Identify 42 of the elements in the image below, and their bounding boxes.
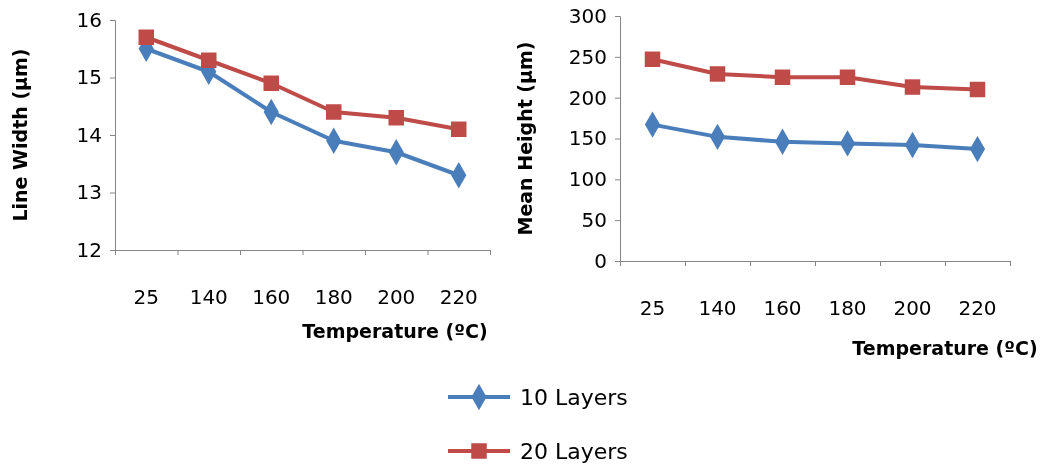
x-tick-label: 200 <box>893 296 932 320</box>
y-tick-label: 16 <box>76 7 102 32</box>
y-tick-label: 250 <box>568 44 607 69</box>
x-tick-label: 180 <box>828 296 867 320</box>
point <box>388 110 404 126</box>
point <box>709 66 726 82</box>
legend-label: 20 Layers <box>520 439 628 464</box>
x-tick-label: 200 <box>377 285 416 309</box>
y-tick-label: 200 <box>568 85 607 110</box>
x-tick-label: 160 <box>252 285 291 309</box>
point <box>451 121 467 137</box>
point <box>969 81 986 98</box>
y-tick-label: 12 <box>76 237 102 262</box>
legend-label: 10 Layers <box>520 385 628 410</box>
y-tick-label: 150 <box>568 126 607 151</box>
y-tick-label: 13 <box>76 180 102 205</box>
y-tick-label: 100 <box>568 167 607 192</box>
x-tick-label: 220 <box>958 296 997 320</box>
y-tick-label: 50 <box>581 208 607 233</box>
point <box>839 69 856 85</box>
y-tick-label: 14 <box>76 122 102 147</box>
x-tick-label: 180 <box>314 285 353 309</box>
point <box>644 51 661 68</box>
x-tick-label: 25 <box>133 285 159 309</box>
point <box>138 29 154 45</box>
x-tick-label: 140 <box>698 296 737 320</box>
x-tick-label: 140 <box>189 285 228 309</box>
y-tick-label: 0 <box>594 248 607 273</box>
point <box>904 79 921 95</box>
x-axis-title: Temperature (ºC) <box>852 337 1038 359</box>
y-axis-title: Mean Height (µm) <box>514 41 536 236</box>
y-tick-label: 300 <box>568 3 607 28</box>
x-axis-title: Temperature (ºC) <box>302 320 488 342</box>
x-tick-label: 25 <box>639 296 666 320</box>
y-tick-label: 15 <box>76 65 102 90</box>
point <box>201 52 217 68</box>
x-tick-label: 220 <box>439 285 478 309</box>
point <box>263 75 279 91</box>
point <box>774 69 791 85</box>
y-axis-title: Line Width (µm) <box>9 48 31 222</box>
point <box>326 104 342 120</box>
x-tick-label: 160 <box>763 296 802 320</box>
